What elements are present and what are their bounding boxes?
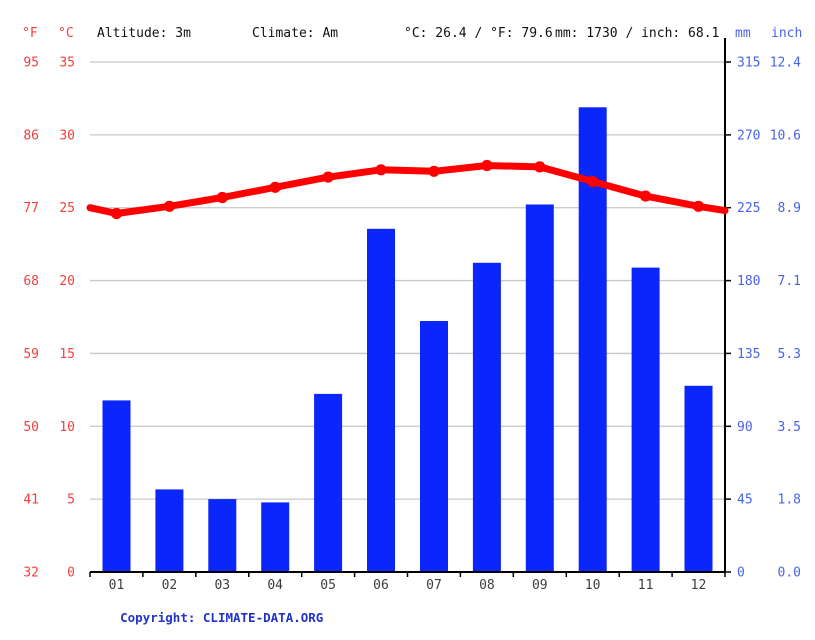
precip-bar-06 — [367, 228, 395, 573]
c-tick-15: 15 — [59, 347, 75, 362]
temperature-point-04 — [269, 181, 281, 193]
c-tick-10: 10 — [59, 420, 75, 435]
temperature-point-01 — [110, 207, 123, 220]
month-label-12: 12 — [691, 578, 707, 593]
temperature-point-12 — [692, 200, 705, 212]
precip-bar-03 — [208, 499, 237, 572]
inch-tick-10.6: 10.6 — [770, 128, 801, 143]
precip-bar-08 — [472, 262, 501, 572]
f-tick-68: 68 — [23, 274, 39, 289]
c-tick-25: 25 — [59, 201, 75, 216]
mm-tick-135: 135 — [737, 347, 760, 362]
mm-tick-225: 225 — [737, 201, 760, 216]
mm-tick-45: 45 — [737, 493, 753, 508]
month-label-10: 10 — [585, 578, 601, 593]
month-label-05: 05 — [320, 578, 336, 593]
copyright-link[interactable]: CLIMATE-DATA.ORG — [202, 610, 324, 625]
temperature-point-05 — [322, 171, 334, 183]
c-tick-0: 0 — [67, 566, 75, 581]
precip-bar-12 — [684, 385, 713, 572]
climate-chart: 01 02 03 04 05 06 07 08 09 10 11 129586776859504132… — [23, 38, 801, 593]
month-label-09: 09 — [532, 578, 548, 593]
temperature-point-02 — [163, 200, 175, 212]
c-tick-20: 20 — [59, 274, 75, 289]
f-tick-77: 77 — [23, 201, 39, 216]
f-tick-59: 59 — [23, 347, 39, 362]
fahrenheit-axis-unit: °F — [22, 26, 38, 41]
temperature-point-08 — [481, 159, 493, 172]
mm-tick-270: 270 — [737, 128, 760, 143]
altitude-label: Altitude: 3m — [97, 26, 191, 41]
month-label-07: 07 — [426, 578, 442, 593]
temperature-point-06 — [375, 164, 387, 176]
month-label-03: 03 — [214, 578, 230, 593]
month-label-02: 02 — [162, 578, 178, 593]
inch-tick-1.8: 1.8 — [778, 493, 801, 508]
copyright: Copyright: CLIMATE-DATA.ORG — [90, 595, 323, 640]
climate-class-label: Climate: Am — [252, 26, 339, 41]
precip-bar-01 — [102, 400, 131, 572]
precip-bar-05 — [314, 393, 343, 572]
inch-tick-8.9: 8.9 — [778, 201, 801, 216]
temperature-line — [86, 162, 729, 217]
f-tick-95: 95 — [23, 56, 39, 71]
c-tick-30: 30 — [59, 128, 75, 143]
mm-tick-90: 90 — [737, 420, 753, 435]
month-label-06: 06 — [373, 578, 389, 593]
mm-tick-315: 315 — [737, 56, 760, 71]
inch-tick-0.0: 0.0 — [778, 566, 801, 581]
month-label-04: 04 — [267, 578, 283, 593]
avg-temperature-summary: °C: 26.4 / °F: 79.6 — [404, 26, 553, 41]
mm-axis-unit: mm — [735, 26, 751, 41]
c-tick-35: 35 — [59, 56, 75, 71]
precip-bar-09 — [525, 204, 554, 572]
temperature-point-10 — [587, 175, 599, 188]
climate-chart-canvas: °F °C Altitude: 3m Climate: Am °C: 26.4 … — [22, 26, 803, 625]
mm-tick-0: 0 — [737, 566, 745, 581]
precip-bar-11 — [631, 267, 660, 572]
inch-axis-unit: inch — [771, 26, 803, 41]
f-tick-41: 41 — [23, 493, 39, 508]
inch-tick-5.3: 5.3 — [778, 347, 801, 362]
precip-bar-02 — [155, 489, 184, 572]
f-tick-50: 50 — [23, 420, 39, 435]
month-label-01: 01 — [109, 578, 125, 593]
precip-bar-04 — [261, 502, 290, 572]
inch-tick-7.1: 7.1 — [778, 274, 801, 289]
f-tick-86: 86 — [23, 128, 39, 143]
temperature-point-07 — [428, 165, 440, 177]
precip-bar-07 — [420, 321, 448, 572]
f-tick-32: 32 — [23, 566, 39, 581]
copyright-label: Copyright: — [120, 610, 203, 625]
total-precipitation-summary: mm: 1730 / inch: 68.1 — [555, 26, 720, 41]
celsius-axis-unit: °C — [58, 26, 74, 41]
month-label-08: 08 — [479, 578, 495, 593]
c-tick-5: 5 — [67, 493, 75, 508]
inch-tick-3.5: 3.5 — [778, 420, 801, 435]
inch-tick-12.4: 12.4 — [770, 56, 801, 71]
temperature-point-09 — [534, 161, 546, 173]
temperature-point-11 — [640, 190, 652, 202]
month-label-11: 11 — [638, 578, 654, 593]
mm-tick-180: 180 — [737, 274, 760, 289]
temperature-point-03 — [216, 191, 228, 204]
